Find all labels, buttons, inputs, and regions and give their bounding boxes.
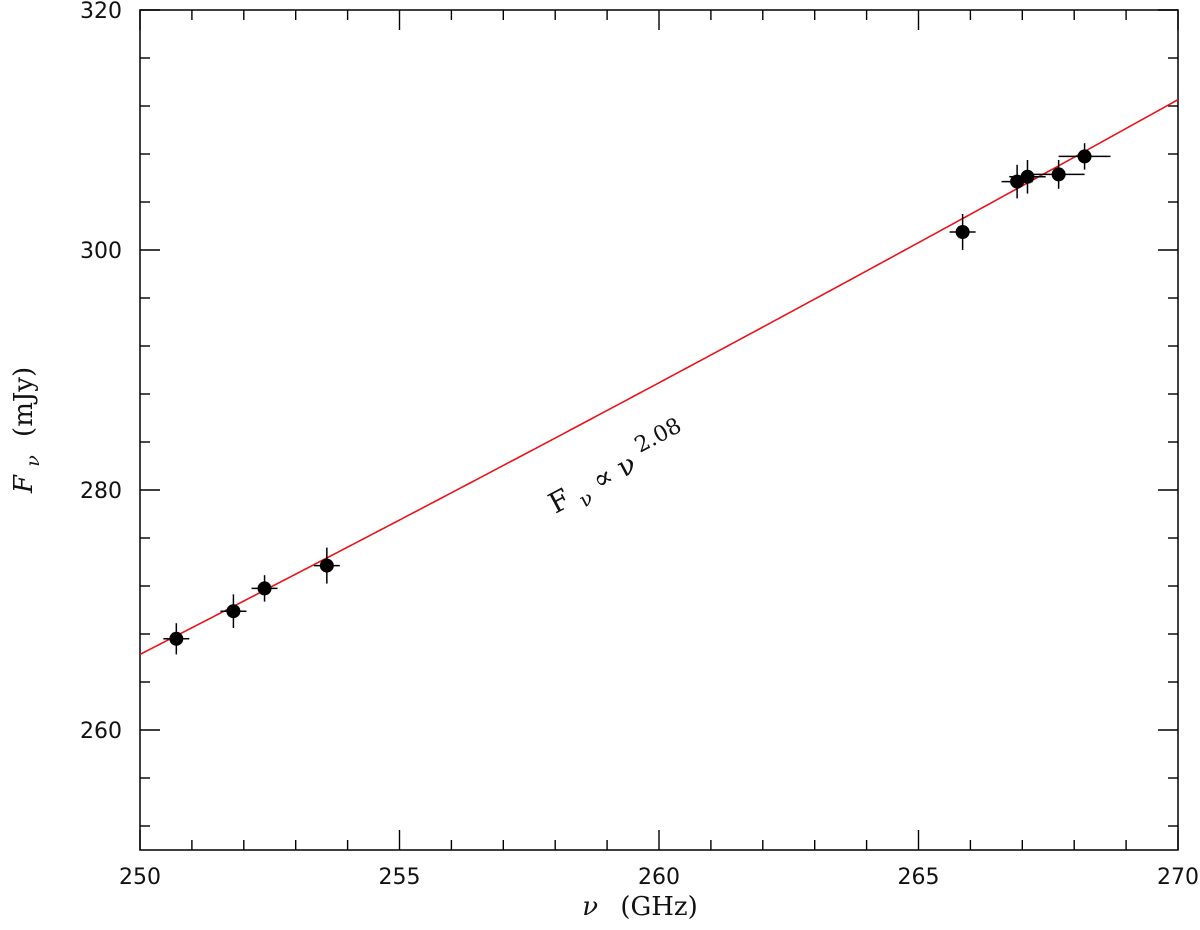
y-tick-label: 300 [80,239,122,264]
data-point [1032,160,1085,189]
y-tick-label: 320 [80,0,122,24]
x-axis-label: ν (GHz) [582,892,698,922]
data-point [313,547,340,584]
fit-line [139,98,1179,656]
data-marker [1077,149,1092,164]
y-axis: 260 280 300 320 [80,0,1178,827]
x-tick-label: 250 [119,865,161,890]
y-axis-symbol: F [9,474,39,494]
data-marker [1020,169,1035,184]
x-axis-symbol: ν [582,892,598,922]
x-tick-label: 265 [898,865,940,890]
data-point [949,214,976,250]
data-marker [257,581,272,596]
y-axis-unit: (mJy) [9,367,39,437]
x-axis: 250 255 260 265 270 [119,10,1199,890]
data-marker [169,631,184,646]
x-axis-unit: (GHz) [620,892,697,922]
y-axis-subscript: ν [22,455,44,467]
data-point [1058,143,1111,170]
annotation-superscript: 2.08 [631,413,686,458]
data-marker [1010,174,1025,189]
data-marker [226,604,241,619]
fit-layer [139,98,1179,656]
fit-annotation: F ν ∝ ν 2.08 [540,413,697,527]
data-marker [955,225,970,239]
data-point [1009,160,1046,194]
data-point [251,575,278,602]
data-point [163,623,190,655]
annotation-base: F [543,482,576,520]
y-axis-label: F ν (mJy) [9,367,46,494]
data-marker [319,558,334,573]
y-tick-label: 280 [80,479,122,504]
data-marker [1051,167,1066,182]
data-point [220,594,247,628]
data-points [163,143,1111,655]
annotation-subscript: ν [575,485,597,512]
x-tick-label: 270 [1157,865,1199,890]
y-tick-label: 260 [80,719,122,744]
x-tick-label: 255 [379,865,421,890]
x-tick-label: 260 [638,865,680,890]
